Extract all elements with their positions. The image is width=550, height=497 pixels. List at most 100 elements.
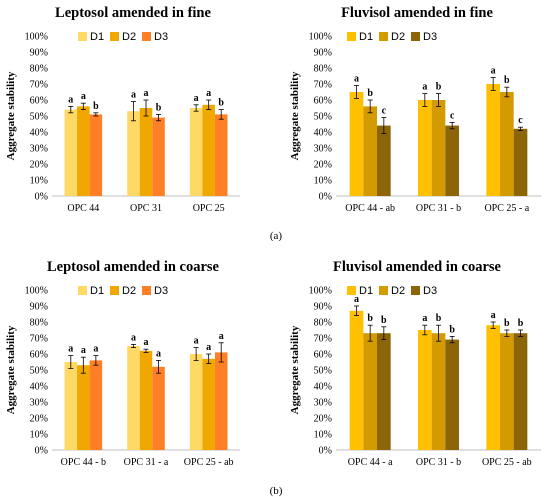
y-tick-label: 10% xyxy=(314,176,332,187)
bar xyxy=(64,362,78,450)
legend-swatch xyxy=(379,32,388,41)
bar xyxy=(127,111,140,196)
y-tick-label: 40% xyxy=(30,382,48,393)
y-axis-label: Aggregate stability xyxy=(5,71,17,160)
significance-letter: b xyxy=(449,324,455,335)
category-label: OPC 44 - ab xyxy=(345,203,395,214)
legend-label: D2 xyxy=(391,285,405,297)
category-label: OPC 31 - a xyxy=(124,457,169,468)
bar xyxy=(127,346,140,450)
significance-letter: b xyxy=(218,98,224,109)
bar xyxy=(363,333,377,450)
y-tick-label: 60% xyxy=(314,350,332,361)
category-label: OPC 25 - ab xyxy=(184,457,234,468)
bar xyxy=(418,100,432,196)
chart-title: Leptosol amended in coarse xyxy=(47,259,220,275)
category-label: OPC 31 - b xyxy=(416,203,461,214)
category-label: OPC 31 - b xyxy=(416,457,461,468)
y-axis-label: Aggregate stability xyxy=(5,325,17,414)
legend-label: D2 xyxy=(391,31,405,43)
bar xyxy=(500,333,514,450)
legend-swatch xyxy=(78,32,87,41)
category-label: OPC 25 - a xyxy=(484,203,529,214)
significance-letter: a xyxy=(93,344,98,355)
bar xyxy=(139,350,153,450)
significance-letter: b xyxy=(436,313,442,324)
y-tick-label: 20% xyxy=(30,160,48,171)
y-tick-label: 30% xyxy=(30,398,48,409)
bar xyxy=(189,354,203,450)
y-tick-label: 30% xyxy=(30,144,48,155)
significance-letter: a xyxy=(354,294,359,305)
significance-letter: a xyxy=(81,345,86,356)
y-tick-label: 30% xyxy=(314,398,332,409)
y-tick-label: 80% xyxy=(30,318,48,329)
y-axis-label: Aggregate stability xyxy=(289,71,301,160)
bar xyxy=(89,360,103,450)
bar xyxy=(418,330,432,450)
significance-letter: a xyxy=(131,332,136,343)
y-tick-label: 100% xyxy=(25,286,48,297)
significance-letter: a xyxy=(206,342,211,353)
y-tick-label: 90% xyxy=(30,48,48,59)
legend-swatch xyxy=(110,32,119,41)
category-label: OPC 31 xyxy=(130,203,162,214)
chart-panel-fluvisol-fine: Fluvisol amended in fine Aggregate stabil… xyxy=(289,5,541,214)
significance-letter: a xyxy=(422,82,427,93)
significance-letter: c xyxy=(382,106,387,117)
chart-title: Fluvisol amended in fine xyxy=(341,5,493,21)
bar xyxy=(349,92,364,196)
chart-title: Fluvisol amended in coarse xyxy=(333,259,502,275)
significance-letter: a xyxy=(491,310,496,321)
significance-letter: a xyxy=(81,91,86,102)
bar xyxy=(513,128,528,196)
y-tick-label: 40% xyxy=(314,128,332,139)
y-tick-label: 0% xyxy=(319,192,332,203)
legend-label: D2 xyxy=(122,285,136,297)
bar xyxy=(486,325,500,450)
bar xyxy=(77,106,90,196)
y-tick-label: 20% xyxy=(314,414,332,425)
y-tick-label: 40% xyxy=(30,128,48,139)
bar xyxy=(152,366,165,450)
legend-swatch xyxy=(347,32,356,41)
category-label: OPC 44 xyxy=(67,203,99,214)
significance-letter: a xyxy=(206,88,211,99)
y-tick-label: 10% xyxy=(314,430,332,441)
significance-letter: b xyxy=(436,82,442,93)
bar xyxy=(431,333,446,450)
y-tick-label: 100% xyxy=(25,32,48,43)
bar xyxy=(486,84,500,196)
significance-letter: a xyxy=(422,313,427,324)
y-tick-label: 0% xyxy=(319,446,332,457)
y-tick-label: 100% xyxy=(309,286,332,297)
y-tick-label: 70% xyxy=(30,334,48,345)
legend-label: D2 xyxy=(122,31,136,43)
y-tick-label: 50% xyxy=(314,112,332,123)
significance-letter: a xyxy=(354,74,359,85)
bar xyxy=(445,339,459,450)
bar xyxy=(89,114,103,196)
significance-letter: a xyxy=(68,344,73,355)
significance-letter: b xyxy=(367,88,373,99)
y-tick-label: 50% xyxy=(314,366,332,377)
y-tick-label: 90% xyxy=(314,302,332,313)
bar xyxy=(77,365,90,450)
significance-letter: a xyxy=(156,348,161,359)
bar xyxy=(214,114,228,196)
category-label: OPC 44 - b xyxy=(61,457,106,468)
y-tick-label: 40% xyxy=(314,382,332,393)
y-tick-label: 20% xyxy=(314,160,332,171)
legend-swatch xyxy=(347,286,356,295)
significance-letter: a xyxy=(131,90,136,101)
bar xyxy=(500,92,514,196)
legend-swatch xyxy=(78,286,87,295)
legend-label: D1 xyxy=(90,285,104,297)
legend-swatch xyxy=(411,286,420,295)
significance-letter: b xyxy=(518,318,524,329)
bar xyxy=(377,125,391,196)
subfigure-label-b: (b) xyxy=(270,485,283,497)
y-tick-label: 20% xyxy=(30,414,48,425)
y-tick-label: 70% xyxy=(314,334,332,345)
legend-swatch xyxy=(110,286,119,295)
